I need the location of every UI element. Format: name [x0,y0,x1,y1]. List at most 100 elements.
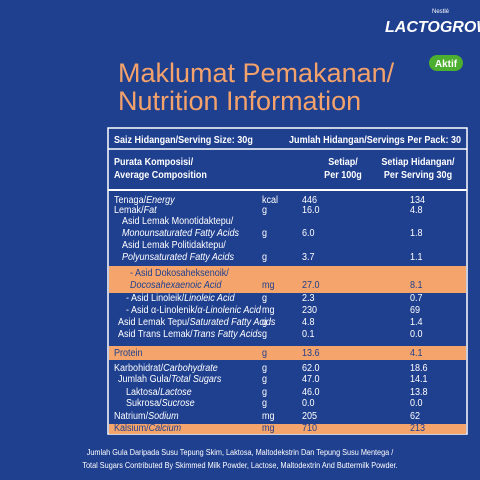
title: Maklumat Pemakanan/ [118,58,395,88]
per-100g: 46.0 [302,386,320,398]
column-head: Setiap Hidangan/ [381,156,454,168]
unit: mg [262,304,275,316]
per-serving: 1.1 [410,251,423,263]
row-label-local: Sukrosa/ [126,397,162,409]
per-100g: 205 [302,410,318,422]
row-label: Kalsium/Calcium [114,422,181,434]
per-100g: 2.3 [302,292,315,304]
row-label-local: Karbohidrat/ [114,362,163,374]
per-100g: 13.6 [302,347,320,359]
row-label-english: Monounsaturated Fatty Acids [122,227,239,239]
brand-maker: Nestlé [432,9,450,15]
unit: g [262,227,267,239]
table-body [109,266,466,434]
column-head: Per Serving 30g [384,169,452,181]
unit: g [262,373,267,385]
per-serving: 0.0 [410,328,423,340]
row-label-local: Kalsium/ [114,422,149,434]
unit: g [262,204,267,216]
per-serving: 1.8 [410,227,423,239]
row-label: - Asid Dokosaheksenoik/ [130,267,229,279]
brand-name: LACTOGROW [385,19,480,36]
row-label-local: Laktosa/ [126,386,160,398]
badge [429,55,463,71]
column-head: Purata Komposisi/ [114,156,193,168]
per-100g: 710 [302,422,318,434]
row-label-english: Saturated Fatty Acids [190,316,276,328]
row-label-english: Carbohydrate [163,362,218,374]
per-serving: 4.8 [410,204,423,216]
per-serving: 213 [410,422,426,434]
per-serving: 8.1 [410,279,423,291]
unit: g [262,316,267,328]
row-label-english: Lactose [160,386,192,398]
row-label: Lemak/Fat [114,204,158,216]
footnote: Total Sugars Contributed By Skimmed Milk… [82,460,397,470]
per-serving: 1.4 [410,316,423,328]
unit: g [262,251,267,263]
column-head: Average Composition [114,169,207,181]
per-100g: 230 [302,304,318,316]
unit: g [262,386,267,398]
row-label-english: Sodium [148,410,179,422]
badge-text: Aktif [435,59,458,70]
per-serving: 13.8 [410,386,428,398]
per-serving: 62 [410,410,420,422]
row-label-english: Fat [144,204,158,216]
row-label: Asid Lemak Tepu/Saturated Fatty Acids [118,316,276,328]
row-label-local: Natrium/ [114,410,148,422]
row-label-english: Sucrose [162,397,196,409]
row-label-english: Polyunsaturated Fatty Acids [122,251,234,263]
per-100g: 0.1 [302,328,315,340]
per-100g: 3.7 [302,251,315,263]
row-label-local: Tenaga/ [114,194,146,206]
row-label-english: Calcium [149,422,182,434]
row-label-english: Docosahexaenoic Acid [130,279,222,291]
row-label: Natrium/Sodium [114,410,179,422]
row-label: Asid Trans Lemak/Trans Fatty Acids [118,328,262,340]
per-100g: 446 [302,194,318,206]
title: Nutrition Information [118,86,361,116]
row-label: Protein [114,347,143,359]
row-label: Asid Lemak Monotidaktepu/ [122,215,234,227]
per-100g: 4.8 [302,316,315,328]
row-label-local: - Asid Linoleik/ [126,292,184,304]
unit: g [262,347,267,359]
row-label-english: α-Linolenic Acid [197,304,261,316]
per-100g: 6.0 [302,227,315,239]
servings-per-pack: Jumlah Hidangan/Servings Per Pack: 30 [289,134,461,146]
unit: g [262,362,267,374]
unit: mg [262,410,275,422]
row-label-english: Energy [146,194,176,206]
row-label: Jumlah Gula/Total Sugars [118,373,222,385]
footnote: Jumlah Gula Daripada Susu Tepung Skim, L… [87,447,394,457]
unit: mg [262,279,275,291]
highlight-band [109,266,466,293]
row-label: Sukrosa/Sucrose [126,397,195,409]
row-label-local: Jumlah Gula/ [118,373,171,385]
per-100g: 16.0 [302,204,320,216]
column-head: Per 100g [324,169,362,181]
row-label-english: Trans Fatty Acids [193,328,262,340]
row-label: - Asid Linoleik/Linoleic Acid [126,292,235,304]
row-label-local: Asid Trans Lemak/ [118,328,193,340]
row-label-local: Asid Lemak Tepu/ [118,316,190,328]
column-head: Setiap/ [328,156,358,168]
row-label-english: Linoleic Acid [184,292,235,304]
per-serving: 0.7 [410,292,423,304]
row-label: Asid Lemak Politidaktepu/ [122,239,226,251]
per-serving: 134 [410,194,426,206]
per-100g: 47.0 [302,373,320,385]
per-serving: 69 [410,304,420,316]
per-serving: 4.1 [410,347,423,359]
row-label: - Asid α-Linolenik/α-Linolenic Acid [126,304,261,316]
per-serving: 14.1 [410,373,428,385]
per-100g: 27.0 [302,279,320,291]
row-label-local: - Asid α-Linolenik/ [126,304,198,316]
unit: g [262,328,267,340]
highlight-band [109,424,466,434]
unit: mg [262,422,275,434]
per-100g: 62.0 [302,362,320,374]
